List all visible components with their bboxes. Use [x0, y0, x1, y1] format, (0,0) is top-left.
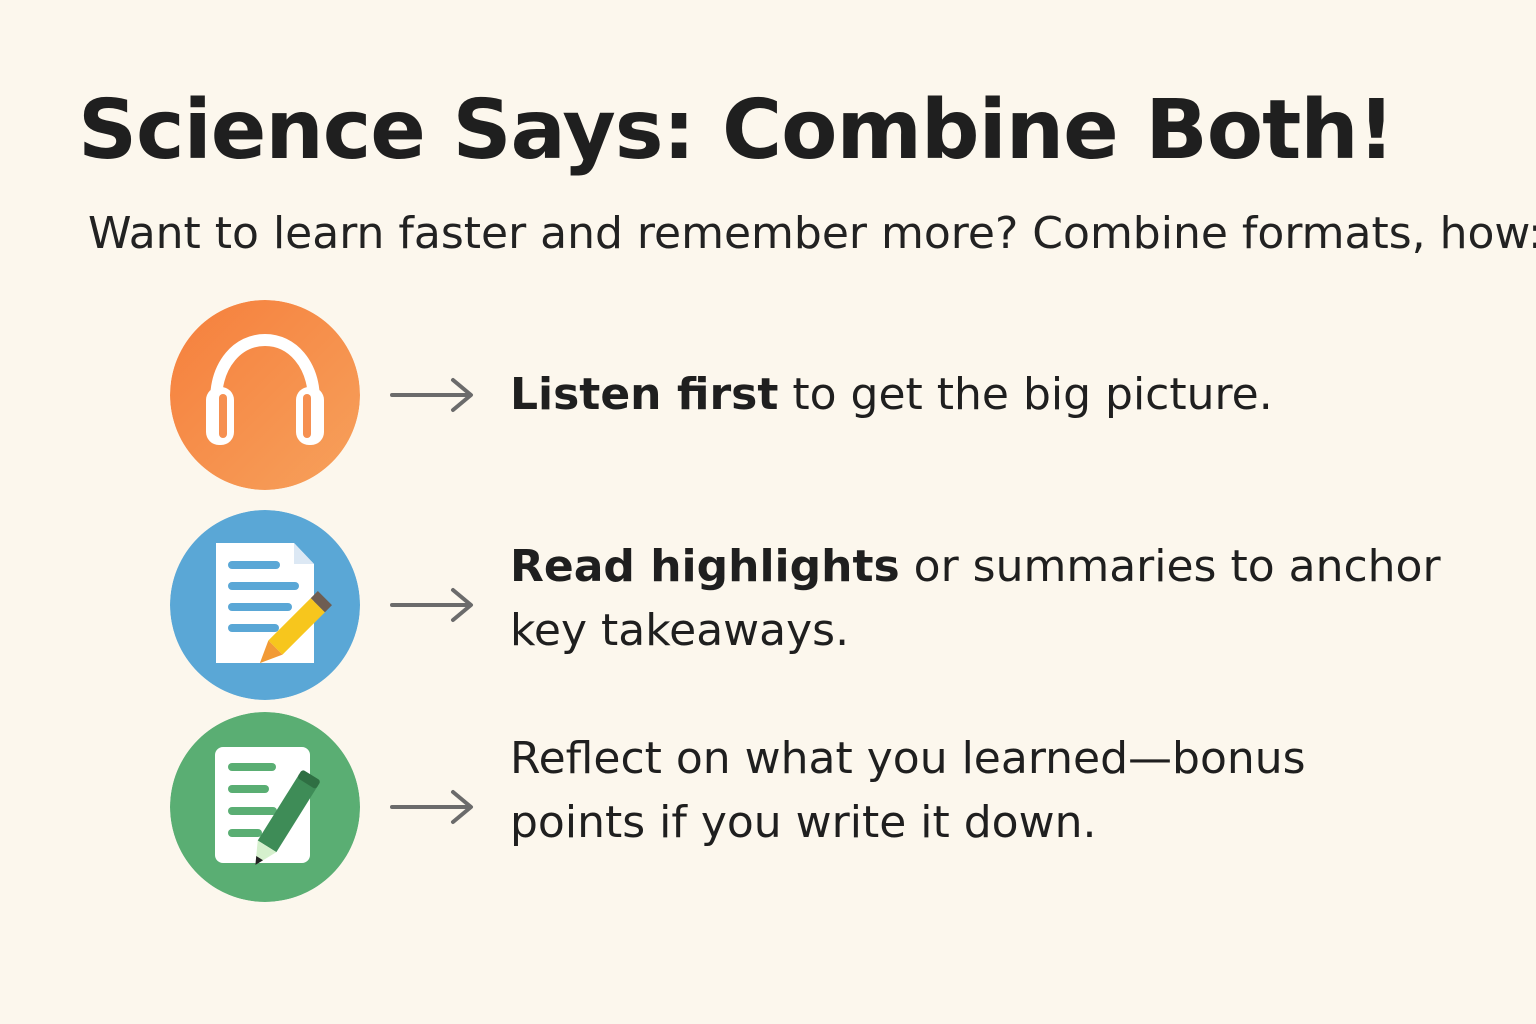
list-item-read: Read highlights or summaries to anchor k… — [170, 510, 1470, 700]
arrow-right-icon — [390, 787, 476, 827]
item-body: or summaries to anchor key takeaways. — [510, 541, 1441, 656]
headphones-icon — [170, 300, 360, 490]
item-description: Reflect on what you learned—bonus points… — [510, 727, 1450, 855]
arrow-right-icon — [390, 375, 476, 415]
item-description: Read highlights or summaries to anchor k… — [510, 535, 1450, 663]
note-pencil-icon — [170, 712, 360, 902]
item-emphasis: Read highlights — [510, 541, 900, 592]
item-description: Listen first to get the big picture. — [510, 363, 1450, 427]
item-emphasis: Listen first — [510, 369, 779, 420]
page-title: Science Says: Combine Both! — [77, 83, 1395, 178]
item-body: Reflect on what you learned—bonus points… — [510, 733, 1306, 848]
item-body: to get the big picture. — [778, 369, 1273, 420]
document-pencil-icon — [170, 510, 360, 700]
list-item-reflect: Reflect on what you learned—bonus points… — [170, 712, 1470, 902]
arrow-right-icon — [390, 585, 476, 625]
page-subtitle: Want to learn faster and remember more? … — [88, 208, 1536, 259]
list-item-listen: Listen first to get the big picture. — [170, 300, 1470, 490]
